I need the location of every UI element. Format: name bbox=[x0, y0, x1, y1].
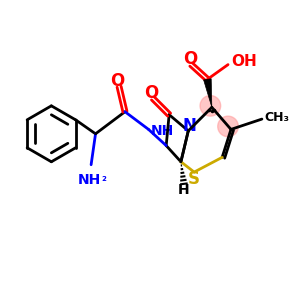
Text: O: O bbox=[144, 84, 159, 102]
Text: ₂: ₂ bbox=[101, 173, 106, 183]
Text: O: O bbox=[183, 50, 197, 68]
Circle shape bbox=[218, 116, 238, 137]
Text: CH₃: CH₃ bbox=[265, 111, 290, 124]
Polygon shape bbox=[204, 79, 212, 107]
Text: NH: NH bbox=[151, 124, 174, 138]
Text: NH: NH bbox=[78, 173, 101, 187]
Text: H: H bbox=[178, 183, 190, 197]
Text: OH: OH bbox=[232, 54, 257, 69]
Circle shape bbox=[200, 95, 221, 116]
Text: O: O bbox=[110, 72, 125, 90]
Text: S: S bbox=[188, 170, 200, 188]
Text: N: N bbox=[183, 117, 197, 135]
